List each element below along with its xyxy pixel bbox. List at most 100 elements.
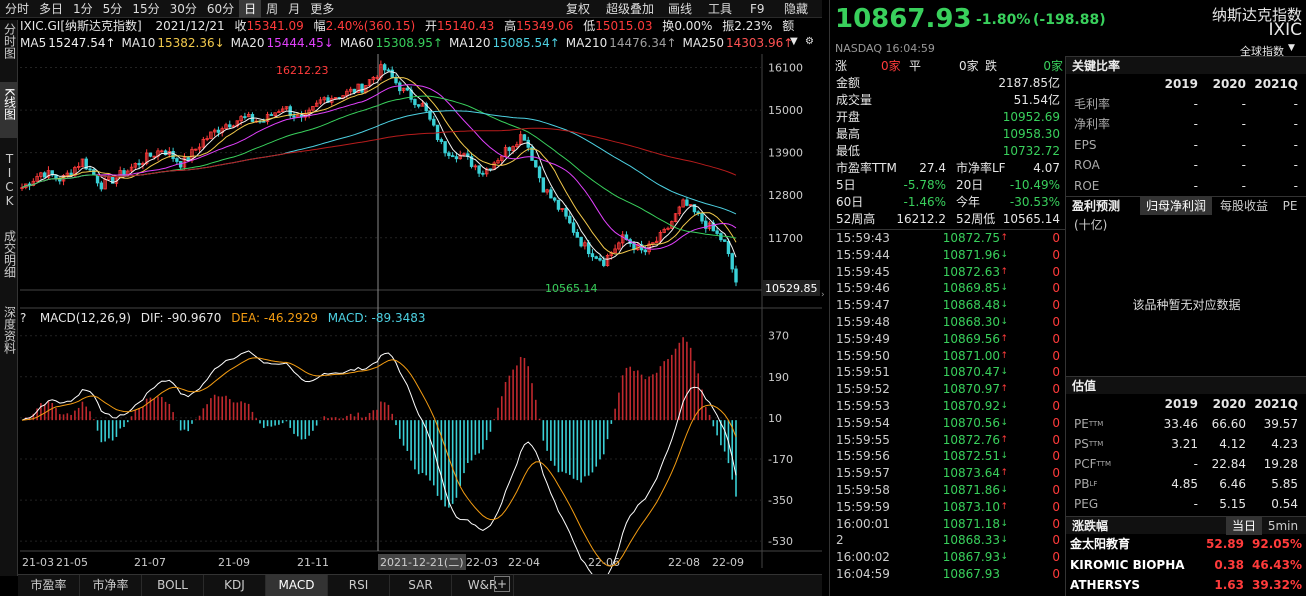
tick-volume: 0: [1052, 365, 1060, 380]
macd-info-line: ? MACD(12,26,9) DIF: -90.9670 DEA: -46.2…: [20, 310, 425, 327]
arrow-down-icon: ↓: [1000, 417, 1008, 428]
candle-body: [477, 165, 481, 174]
period-tab[interactable]: 60分: [206, 1, 235, 16]
indicator-tab[interactable]: 市盈率: [18, 575, 80, 596]
indicator-tab[interactable]: W&R: [452, 575, 514, 596]
valuation-value: -: [1193, 497, 1198, 511]
tab-5min[interactable]: 5min: [1267, 519, 1299, 533]
help-icon[interactable]: ?: [20, 311, 27, 325]
indicator-tab[interactable]: KDJ: [204, 575, 266, 596]
ratio-value: -: [1293, 137, 1298, 152]
candle-body: [594, 256, 598, 259]
tab-depth[interactable]: 深度资料: [2, 306, 17, 354]
ratio-value: -: [1293, 178, 1298, 193]
pe-pb-row: 市盈率TTM 27.4 市净率LF 4.07: [836, 160, 1060, 177]
arrow-up-icon: ↑: [1000, 384, 1008, 395]
indicator-tabs: 市盈率 市净率 BOLL KDJ MACD RSI SAR W&R: [18, 574, 822, 596]
link-dropdown-icon[interactable]: ▼: [1288, 43, 1295, 53]
indicator-tab[interactable]: BOLL: [142, 575, 204, 596]
tools-button[interactable]: 工具: [708, 2, 733, 16]
adjust-button[interactable]: 复权: [566, 2, 591, 16]
global-index-link[interactable]: 全球指数: [1240, 45, 1284, 58]
exchange-label: NASDAQ 16:04:59: [835, 42, 935, 55]
tab-today[interactable]: 当日: [1226, 517, 1262, 535]
period-tab[interactable]: 1分: [73, 1, 93, 16]
tick-time: 15:59:53: [836, 399, 890, 413]
candle-body: [50, 170, 54, 176]
x-tick-label: 2021-12-21(二): [380, 556, 464, 569]
ratio-row: ROA - - -: [1074, 155, 1302, 175]
candle-body: [413, 98, 417, 106]
tick-row: 15:59:47 10868.48 ↓ 0: [836, 297, 1062, 314]
candle-body: [420, 103, 425, 107]
ma-label: MA120: [448, 36, 491, 50]
candle-body: [549, 189, 553, 199]
candles: [20, 60, 738, 287]
ma-settings-icon[interactable]: ⚙: [805, 36, 814, 47]
candle-body: [560, 208, 564, 210]
dif-value: -90.9670: [167, 311, 222, 325]
candle-body: [507, 147, 512, 151]
period-tab[interactable]: 周: [266, 1, 279, 16]
overlay-button[interactable]: 超级叠加: [606, 2, 655, 16]
candle-body: [129, 166, 134, 172]
indicator-tab[interactable]: SAR: [390, 575, 452, 596]
tab-tick[interactable]: TICK: [2, 152, 17, 208]
period-tab[interactable]: 多日: [39, 1, 64, 16]
kline-chart[interactable]: 16100 15000 13900 12800 11700 370 190 10 -170 -35…: [0, 0, 822, 574]
ma-value: 15085.54↑: [492, 36, 560, 50]
f9-button[interactable]: F9: [750, 2, 765, 16]
valuation-value: 4.85: [1171, 477, 1198, 491]
indicator-tab[interactable]: 市净率: [80, 575, 142, 596]
period-tab[interactable]: 15分: [132, 1, 160, 16]
tab-trade-detail[interactable]: 成交明细: [2, 230, 17, 278]
ratio-label: 毛利率: [1074, 97, 1111, 111]
ratio-label: EPS: [1074, 137, 1097, 152]
period-tab[interactable]: 更多: [310, 1, 335, 16]
gainer-row[interactable]: ATHERSYS 1.63 39.32%: [1070, 575, 1304, 595]
tab-net-profit[interactable]: 归母净利润: [1140, 197, 1212, 215]
gainer-row[interactable]: KIROMIC BIOPHA 0.38 46.43%: [1070, 555, 1304, 575]
arrow-up-icon: ↑: [1000, 233, 1008, 243]
ma-value: 15247.54↑: [48, 36, 116, 50]
ma-curve: [21, 95, 737, 239]
candle-body: [666, 227, 670, 230]
indicator-tab[interactable]: RSI: [328, 575, 390, 596]
quote-row-value: 10952.69: [1002, 110, 1060, 124]
index-cn-name: 纳斯达克指数: [1211, 6, 1302, 24]
arrow-down-icon: ↓: [1000, 249, 1008, 260]
period-tab[interactable]: 日: [239, 0, 262, 18]
tick-row: 15:59:57 10873.64 ↑ 0: [836, 465, 1062, 482]
arrow-up-icon: ↑: [1000, 468, 1008, 479]
valuation-value: 0.54: [1271, 497, 1298, 511]
candle-body: [534, 160, 538, 168]
candle-body: [367, 79, 372, 86]
tab-kline[interactable]: K线图: [0, 82, 18, 138]
collapse-arrow-icon[interactable]: ›: [821, 290, 825, 300]
hide-button[interactable]: 隐藏: [784, 2, 809, 16]
period-tab[interactable]: 5分: [102, 1, 123, 16]
draw-line-button[interactable]: 画线: [668, 2, 693, 16]
indicator-tab[interactable]: MACD: [266, 575, 328, 596]
period-tab[interactable]: 分时: [5, 1, 30, 16]
macd-title: MACD(12,26,9): [39, 311, 131, 325]
tab-eps[interactable]: 每股收益: [1219, 199, 1268, 213]
gainer-row[interactable]: 金太阳教育 52.89 92.05%: [1070, 534, 1304, 554]
tick-volume: 0: [1052, 298, 1060, 313]
candle-body: [356, 83, 360, 93]
period-tab[interactable]: 月: [288, 1, 301, 16]
60d-label: 60日: [836, 195, 864, 209]
tab-pe[interactable]: PE: [1282, 199, 1298, 213]
tab-intraday[interactable]: 分时图: [2, 23, 17, 59]
candle-body: [424, 103, 428, 112]
candle-body: [511, 146, 515, 151]
ratio-row: 净利率 - - -: [1074, 114, 1302, 134]
candle-body: [704, 220, 708, 229]
ma-dropdown-icon[interactable]: ▼: [790, 36, 798, 47]
add-indicator-icon[interactable]: +: [494, 576, 510, 592]
candle-body: [390, 69, 394, 78]
flat-label: 平: [909, 59, 922, 73]
20d-label: 20日: [956, 178, 984, 192]
period-tab[interactable]: 30分: [169, 1, 197, 16]
candle-body: [31, 180, 36, 186]
